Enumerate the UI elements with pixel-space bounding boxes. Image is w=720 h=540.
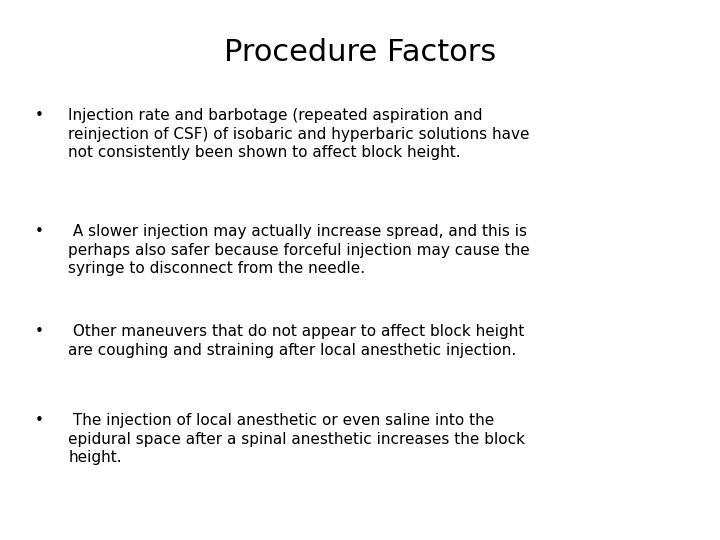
Text: Procedure Factors: Procedure Factors [224,38,496,67]
Text: •: • [35,108,44,123]
Text: The injection of local anesthetic or even saline into the
epidural space after a: The injection of local anesthetic or eve… [68,413,526,465]
Text: Other maneuvers that do not appear to affect block height
are coughing and strai: Other maneuvers that do not appear to af… [68,324,525,357]
Text: A slower injection may actually increase spread, and this is
perhaps also safer : A slower injection may actually increase… [68,224,530,276]
Text: •: • [35,413,44,428]
Text: •: • [35,324,44,339]
Text: •: • [35,224,44,239]
Text: Injection rate and barbotage (repeated aspiration and
reinjection of CSF) of iso: Injection rate and barbotage (repeated a… [68,108,530,160]
